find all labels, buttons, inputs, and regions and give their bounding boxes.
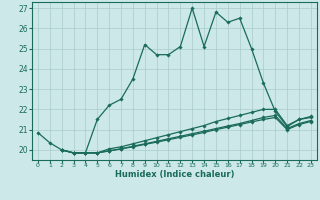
X-axis label: Humidex (Indice chaleur): Humidex (Indice chaleur): [115, 170, 234, 179]
